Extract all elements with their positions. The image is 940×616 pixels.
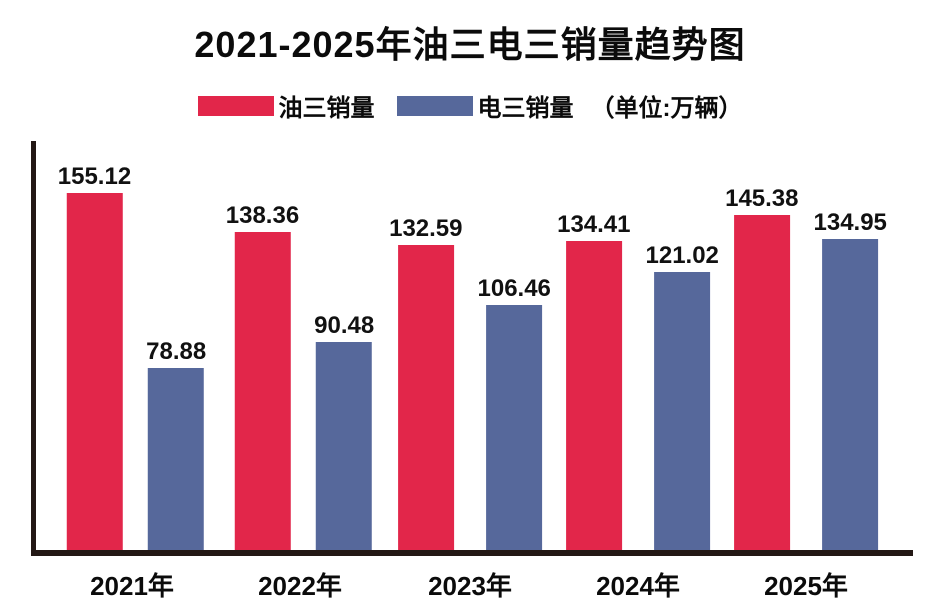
- bar-column-electric: 106.46: [478, 277, 551, 550]
- chart-legend: 油三销量 电三销量 （单位:万辆）: [0, 88, 940, 123]
- value-label: 155.12: [57, 163, 132, 190]
- bar-oil: [66, 193, 123, 550]
- value-label: 134.95: [813, 209, 887, 236]
- x-axis-line: [31, 550, 913, 556]
- bar-column-oil: 145.38: [725, 185, 799, 550]
- bar-column-electric: 90.48: [314, 314, 374, 550]
- bar-electric: [316, 342, 373, 550]
- bar-electric: [822, 239, 879, 550]
- y-axis-line: [31, 141, 36, 556]
- value-label: 145.38: [725, 185, 799, 212]
- value-label: 90.48: [314, 312, 375, 339]
- legend-swatch-oil: [197, 95, 274, 116]
- bar-oil: [565, 241, 622, 550]
- x-axis-label: 2023年: [428, 571, 512, 601]
- bar-group: 155.12 78.88: [58, 165, 206, 550]
- bar-column-electric: 78.88: [146, 340, 206, 550]
- bar-electric: [486, 305, 543, 550]
- bar-electric: [654, 272, 711, 550]
- bar-column-oil: 155.12: [58, 165, 131, 550]
- bar-oil: [397, 245, 454, 550]
- x-axis-label: 2024年: [596, 571, 680, 601]
- value-label: 138.36: [225, 202, 300, 229]
- value-label: 78.88: [146, 338, 207, 365]
- bar-column-oil: 132.59: [389, 215, 463, 550]
- bar-column-electric: 134.95: [814, 211, 887, 550]
- legend-label-electric: 电三销量: [477, 95, 574, 122]
- x-axis-label: 2022年: [258, 571, 342, 601]
- legend-swatch-electric: [396, 95, 473, 116]
- bar-column-electric: 121.02: [646, 244, 719, 550]
- bar-group: 132.59 106.46: [389, 217, 551, 550]
- bar-oil: [733, 215, 790, 550]
- value-label: 132.59: [389, 215, 463, 242]
- bar-electric: [148, 368, 205, 550]
- bar-group: 134.41 121.02: [557, 213, 719, 550]
- value-label: 121.02: [645, 242, 719, 269]
- chart-title: 2021-2025年油三电三销量趋势图: [194, 24, 746, 65]
- bar-column-oil: 134.41: [557, 211, 631, 550]
- unit-note: （单位:万辆）: [590, 95, 743, 122]
- bar-oil: [234, 232, 291, 550]
- x-axis-label: 2025年: [764, 571, 848, 601]
- bar-group: 145.38 134.95: [725, 187, 887, 550]
- value-label: 134.41: [557, 211, 631, 238]
- bar-group: 138.36 90.48: [226, 204, 374, 550]
- legend-label-oil: 油三销量: [278, 95, 375, 122]
- value-label: 106.46: [477, 275, 551, 302]
- bar-column-oil: 138.36: [226, 204, 299, 550]
- x-axis-label: 2021年: [90, 571, 174, 601]
